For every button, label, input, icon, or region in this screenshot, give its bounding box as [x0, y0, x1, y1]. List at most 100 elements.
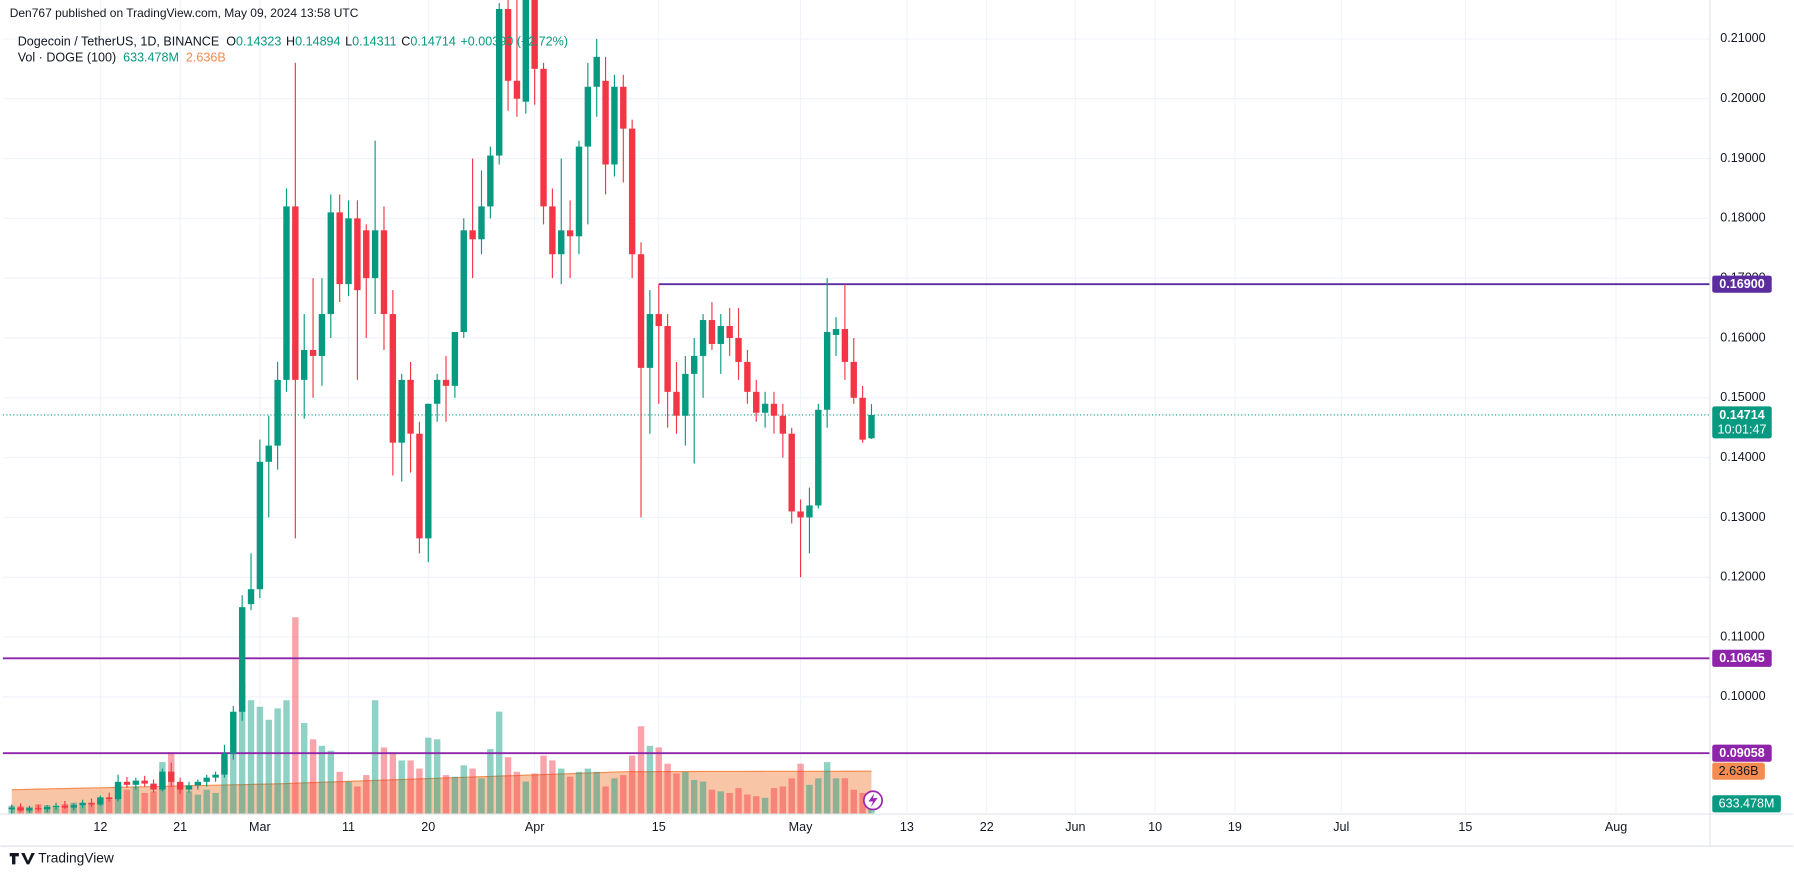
y-tick-label: 0.10000 — [1720, 689, 1765, 703]
candle-body — [744, 361, 751, 392]
candle-body — [194, 781, 202, 786]
volume-bar — [318, 745, 326, 815]
candle-body — [868, 414, 875, 439]
volume-bar — [398, 760, 405, 815]
volume-bar — [141, 792, 148, 815]
candle-body — [823, 332, 831, 410]
volume-bar — [185, 791, 193, 815]
candle-body — [221, 753, 228, 775]
volume-bar — [726, 792, 733, 815]
volume-label-box — [1712, 795, 1781, 813]
price-label-box — [1712, 406, 1772, 439]
volume-layer — [8, 617, 875, 815]
volume-bar — [371, 700, 379, 815]
y-tick-label: 0.14000 — [1720, 450, 1765, 464]
volume-bar — [61, 804, 69, 815]
open-value: 0.14323 — [236, 35, 281, 49]
volume-bar — [132, 786, 140, 815]
candle-body — [859, 397, 866, 440]
volume-ma-area — [11, 771, 872, 815]
candle-body — [106, 797, 113, 800]
candle-body — [132, 780, 140, 785]
candle-body — [283, 206, 290, 380]
candle-body — [203, 777, 210, 782]
candle-body — [212, 774, 219, 778]
candle-body — [416, 433, 423, 539]
y-tick-label: 0.21000 — [1720, 31, 1765, 45]
legend-volume: Vol · DOGE (100) 633.478M 2.636B — [18, 51, 226, 65]
candle-body — [691, 355, 698, 374]
volume-bar — [150, 791, 157, 815]
volume-bar — [761, 797, 769, 815]
volume-bar — [549, 760, 556, 815]
candle-body — [584, 86, 592, 147]
candle-body — [114, 781, 122, 800]
candle-body — [664, 326, 671, 392]
volume-bar — [584, 768, 592, 815]
volume-bar — [433, 739, 441, 815]
candle-body — [637, 254, 645, 368]
volume-bar — [832, 778, 840, 815]
level-label-box — [1712, 649, 1772, 667]
x-tick-label: 22 — [980, 820, 994, 834]
y-tick-label: 0.12000 — [1720, 570, 1765, 584]
x-tick-label: Mar — [249, 820, 271, 834]
brand: TradingView — [38, 850, 114, 865]
legend-main: Dogecoin / TetherUS, 1D, BINANCE O0.1432… — [18, 35, 568, 49]
axis-layer: 0.10000 0.11000 0.12000 0.13000 0.14000 0.150… — [93, 31, 1781, 834]
volume-bar — [558, 768, 565, 815]
candle-body — [185, 785, 193, 790]
candle-body — [433, 379, 441, 404]
candle-body — [496, 9, 503, 156]
candle-body — [52, 805, 60, 807]
level-label-box — [1712, 744, 1772, 762]
candle-body — [708, 320, 716, 344]
candle-body — [460, 230, 467, 333]
volume-bar — [841, 778, 849, 815]
volume-bar — [301, 723, 308, 815]
candle-body — [425, 403, 432, 539]
candle-body — [26, 808, 33, 811]
volume-bar — [265, 719, 272, 815]
candle-body — [265, 445, 272, 462]
candle-body — [753, 391, 760, 413]
volume-bar — [230, 711, 237, 815]
volume-bar — [753, 796, 760, 815]
volume-bar — [283, 700, 290, 815]
candle-body — [504, 9, 512, 81]
candle-body — [389, 314, 397, 443]
volume-bar — [52, 805, 60, 815]
x-tick-label: 12 — [93, 820, 107, 834]
volume-bar — [354, 786, 361, 815]
candle-body — [230, 711, 237, 754]
candle-body — [841, 329, 849, 362]
candle-body — [168, 771, 175, 782]
x-tick-label: 21 — [173, 820, 187, 834]
volume-bar — [797, 763, 804, 815]
volume-bar — [850, 789, 857, 815]
volume-bar — [194, 794, 202, 815]
candle-body — [522, 0, 529, 102]
candle-body — [646, 314, 654, 368]
volume-bar — [620, 775, 627, 815]
candle-body — [779, 415, 787, 434]
volume-bar — [540, 755, 547, 815]
volume-bar — [788, 778, 795, 815]
x-tick-label: 11 — [342, 820, 355, 834]
candle-body — [726, 326, 733, 338]
candle-body — [88, 802, 95, 805]
volume-bar — [717, 791, 724, 815]
volume-bar — [575, 771, 583, 815]
volume-bar — [327, 750, 335, 815]
candle-body — [336, 212, 343, 285]
candle-body — [797, 511, 804, 518]
candle-body — [735, 337, 742, 362]
volume-bar — [238, 683, 246, 815]
close-value: 0.14714 — [410, 35, 455, 49]
candle-body — [398, 379, 405, 443]
volume-bar — [442, 775, 450, 815]
volume-bar — [451, 776, 459, 815]
candle-body — [602, 80, 609, 165]
candle-body — [682, 373, 689, 416]
y-tick-label: 0.13000 — [1720, 510, 1765, 524]
